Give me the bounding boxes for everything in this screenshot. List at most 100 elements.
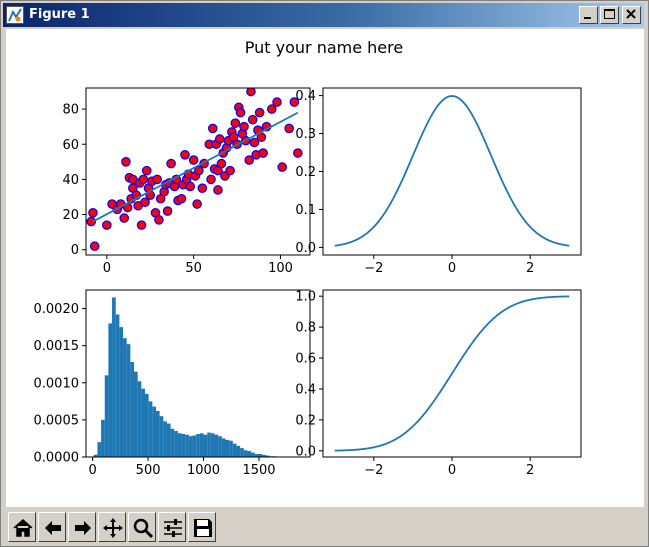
x-tick-label: 500 bbox=[136, 463, 161, 478]
histogram-bar bbox=[170, 428, 175, 457]
scatter-point bbox=[166, 158, 176, 169]
back-button[interactable] bbox=[38, 512, 66, 542]
scatter-point bbox=[266, 104, 277, 114]
scatter-point bbox=[136, 220, 147, 230]
scatter-point bbox=[119, 213, 130, 223]
histogram-bar bbox=[141, 388, 145, 457]
histogram-bar bbox=[218, 436, 222, 457]
plot-area bbox=[86, 88, 303, 252]
y-tick-label: 20 bbox=[62, 208, 79, 223]
scatter-point bbox=[194, 165, 204, 176]
configure-subplots-button[interactable] bbox=[158, 512, 186, 542]
scatter-point bbox=[152, 174, 162, 185]
window-title: Figure 1 bbox=[29, 7, 90, 22]
maximize-icon bbox=[604, 9, 615, 19]
scatter-point bbox=[141, 165, 152, 176]
histogram-bar bbox=[214, 434, 219, 457]
histogram-bar bbox=[119, 327, 124, 457]
scatter-point bbox=[176, 193, 187, 204]
histogram-bar bbox=[221, 438, 226, 457]
histogram-bar bbox=[192, 435, 197, 457]
arrow-right-icon bbox=[75, 521, 91, 535]
y-tick-label: 0.4 bbox=[295, 382, 316, 397]
y-tick-label: 0.0005 bbox=[34, 413, 80, 428]
scatter-point bbox=[258, 148, 268, 158]
subplot-2: −2 0 2 0.0 0.1 0.2 0.3 0.4 bbox=[295, 87, 582, 276]
x-tick-label: 2 bbox=[526, 463, 534, 478]
scatter-point bbox=[247, 114, 258, 125]
save-button[interactable] bbox=[188, 512, 216, 542]
histogram-bar bbox=[258, 454, 263, 457]
home-button[interactable] bbox=[8, 512, 36, 542]
histogram-bar bbox=[207, 432, 211, 457]
y-tick-label: 0.6 bbox=[295, 352, 316, 367]
histogram-bar bbox=[251, 452, 255, 457]
histogram-bar bbox=[265, 455, 270, 457]
histogram-bar bbox=[159, 416, 164, 457]
scatter-point bbox=[289, 97, 300, 107]
y-tick-label: 0.0020 bbox=[34, 302, 80, 317]
scatter-point bbox=[272, 97, 282, 107]
histogram-bar bbox=[152, 406, 156, 457]
scatter-point bbox=[188, 155, 199, 165]
y-tick-label: 0.0 bbox=[295, 241, 316, 256]
scatter-point bbox=[86, 216, 97, 227]
app-icon bbox=[6, 6, 24, 24]
regression-line bbox=[92, 111, 299, 223]
scatter-point bbox=[239, 121, 249, 132]
scatter-point bbox=[197, 183, 208, 193]
x-tick-label: 0 bbox=[448, 463, 456, 478]
x-tick-label: 0 bbox=[89, 463, 97, 478]
normal-cdf-line bbox=[334, 295, 570, 452]
sliders-icon bbox=[164, 519, 182, 537]
minimize-button[interactable] bbox=[579, 6, 598, 24]
histogram-bar bbox=[188, 436, 193, 457]
x-tick-label: 0 bbox=[448, 261, 456, 276]
histogram-bar bbox=[185, 434, 189, 457]
x-tick-label: −2 bbox=[364, 261, 383, 276]
histogram-bar bbox=[130, 361, 135, 457]
scatter-point bbox=[88, 208, 98, 218]
histogram-bar bbox=[229, 440, 233, 457]
histogram-bar bbox=[108, 323, 113, 457]
home-icon bbox=[13, 518, 33, 537]
x-tick-label: 1000 bbox=[187, 463, 220, 478]
histogram-bar bbox=[163, 421, 167, 457]
histogram-bar bbox=[101, 419, 105, 457]
y-tick-label: 0 bbox=[71, 243, 79, 258]
x-tick-label: 2 bbox=[526, 261, 534, 276]
minimize-icon bbox=[584, 17, 591, 19]
histogram-bar bbox=[203, 434, 208, 457]
axes-frame bbox=[85, 87, 311, 256]
axes-frame bbox=[322, 87, 582, 256]
zoom-button[interactable] bbox=[128, 512, 156, 542]
figure-canvas[interactable]: Put your name here 0 50 100 0 20 40 60 80 −2 0 2 0.… bbox=[6, 29, 644, 507]
plot-area bbox=[334, 295, 570, 452]
close-icon bbox=[626, 9, 636, 19]
close-button[interactable] bbox=[622, 6, 641, 24]
histogram-bar bbox=[225, 439, 230, 457]
scatter-point bbox=[162, 206, 173, 216]
scatter-point bbox=[249, 137, 260, 148]
x-tick-label: −2 bbox=[364, 463, 383, 478]
histogram-bar bbox=[97, 442, 102, 457]
maximize-button[interactable] bbox=[600, 6, 619, 24]
scatter-point bbox=[244, 155, 255, 165]
y-tick-label: 0.4 bbox=[295, 89, 316, 104]
histogram-bar bbox=[93, 454, 98, 457]
histogram-bar bbox=[199, 433, 204, 457]
histogram-bar bbox=[254, 454, 259, 457]
histogram-bar bbox=[104, 375, 109, 457]
pan-button[interactable] bbox=[98, 512, 126, 542]
title-bar[interactable]: Figure 1 bbox=[3, 3, 644, 27]
navigation-toolbar bbox=[3, 509, 646, 545]
forward-button[interactable] bbox=[68, 512, 96, 542]
histogram-bar bbox=[210, 433, 215, 457]
histogram-bar bbox=[115, 314, 120, 457]
scatter-point bbox=[230, 118, 241, 128]
x-tick-label: 50 bbox=[185, 261, 202, 276]
scatter-point bbox=[140, 197, 150, 208]
histogram-bar bbox=[134, 371, 138, 457]
